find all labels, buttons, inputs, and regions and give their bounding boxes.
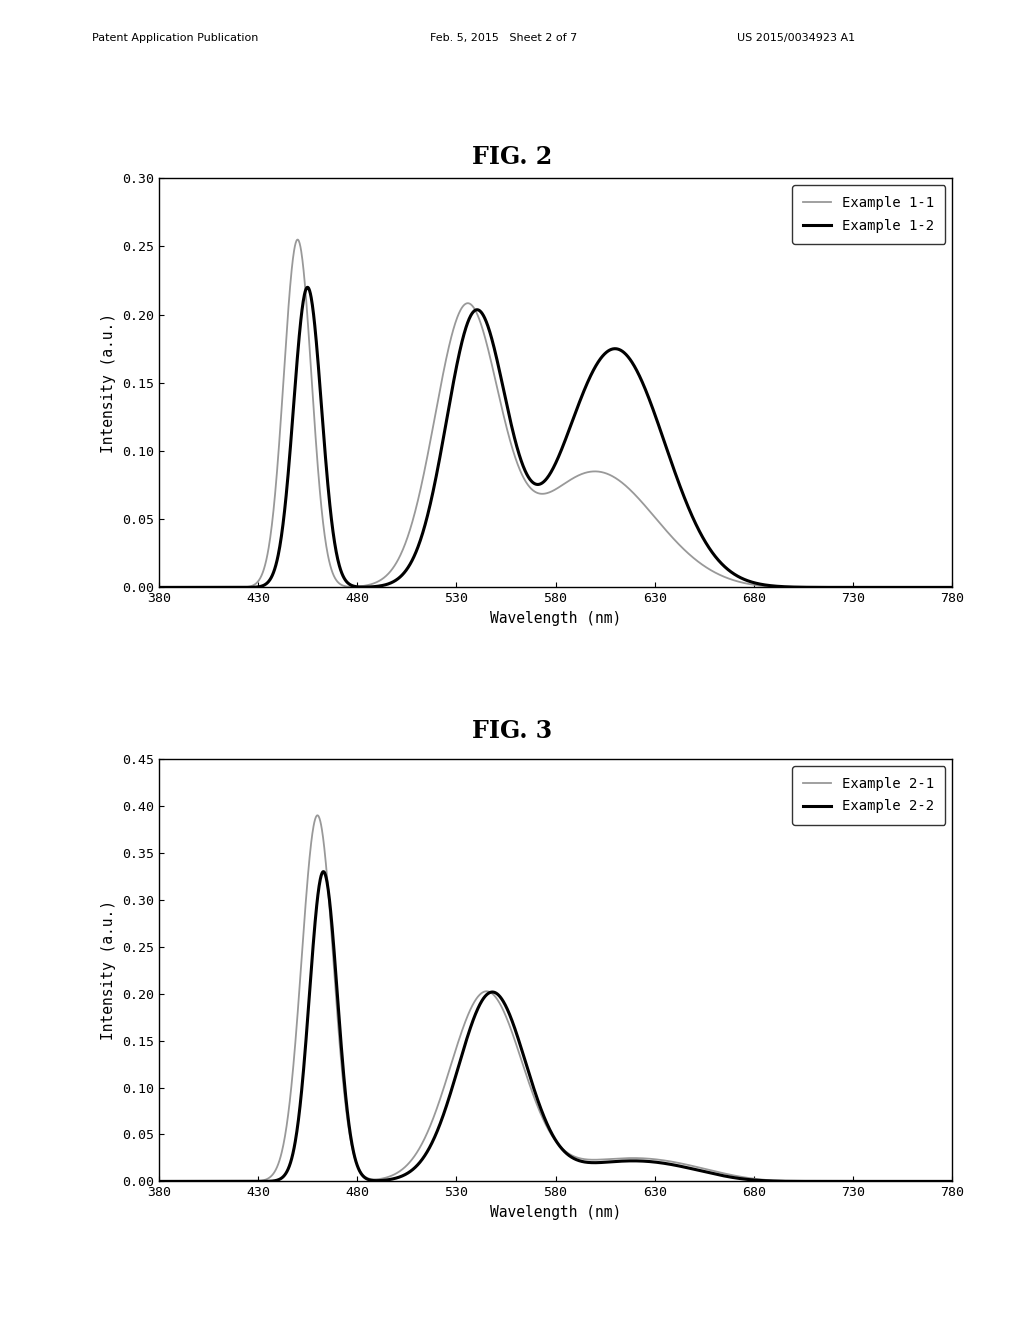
- Line: Example 1-1: Example 1-1: [159, 240, 952, 587]
- Example 2-1: [924, 1173, 936, 1189]
- Example 2-2: [778, 1173, 791, 1189]
- Example 2-2: [539, 1111, 551, 1127]
- Line: Example 2-2: Example 2-2: [159, 871, 952, 1181]
- Text: Feb. 5, 2015   Sheet 2 of 7: Feb. 5, 2015 Sheet 2 of 7: [430, 33, 578, 44]
- Example 2-2: [924, 1173, 936, 1189]
- Example 2-1: [518, 1060, 530, 1076]
- Example 2-1: [778, 1173, 791, 1189]
- Example 1-2: [194, 579, 206, 595]
- X-axis label: Wavelength (nm): Wavelength (nm): [489, 611, 622, 626]
- Example 1-1: [946, 579, 958, 595]
- Example 2-1: [311, 808, 324, 824]
- Example 1-2: [301, 280, 313, 296]
- Example 1-2: [946, 579, 958, 595]
- Example 2-2: [518, 1049, 530, 1065]
- Example 2-1: [924, 1173, 936, 1189]
- Text: FIG. 2: FIG. 2: [472, 145, 552, 169]
- Example 1-1: [924, 579, 936, 595]
- Example 2-2: [946, 1173, 958, 1189]
- Y-axis label: Intensity (a.u.): Intensity (a.u.): [101, 900, 117, 1040]
- Example 2-1: [194, 1173, 206, 1189]
- Text: FIG. 3: FIG. 3: [472, 719, 552, 743]
- X-axis label: Wavelength (nm): Wavelength (nm): [489, 1205, 622, 1220]
- Line: Example 1-2: Example 1-2: [159, 288, 952, 587]
- Example 1-2: [153, 579, 165, 595]
- Example 2-2: [924, 1173, 936, 1189]
- Example 2-1: [153, 1173, 165, 1189]
- Example 1-1: [924, 579, 936, 595]
- Example 2-2: [153, 1173, 165, 1189]
- Example 1-2: [778, 578, 791, 594]
- Example 2-1: [539, 1115, 551, 1131]
- Example 2-1: [946, 1173, 958, 1189]
- Example 1-2: [924, 579, 936, 595]
- Example 1-1: [153, 579, 165, 595]
- Text: Patent Application Publication: Patent Application Publication: [92, 33, 258, 44]
- Example 1-1: [194, 579, 206, 595]
- Example 1-1: [778, 579, 791, 595]
- Example 2-2: [317, 863, 330, 879]
- Y-axis label: Intensity (a.u.): Intensity (a.u.): [101, 313, 117, 453]
- Text: US 2015/0034923 A1: US 2015/0034923 A1: [737, 33, 855, 44]
- Example 1-1: [292, 232, 304, 248]
- Example 1-2: [539, 473, 551, 488]
- Example 1-2: [518, 461, 530, 477]
- Example 1-1: [539, 486, 551, 502]
- Example 1-1: [518, 471, 530, 487]
- Legend: Example 1-1, Example 1-2: Example 1-1, Example 1-2: [793, 185, 945, 244]
- Example 1-2: [924, 579, 936, 595]
- Legend: Example 2-1, Example 2-2: Example 2-1, Example 2-2: [793, 766, 945, 825]
- Line: Example 2-1: Example 2-1: [159, 816, 952, 1181]
- Example 2-2: [194, 1173, 206, 1189]
